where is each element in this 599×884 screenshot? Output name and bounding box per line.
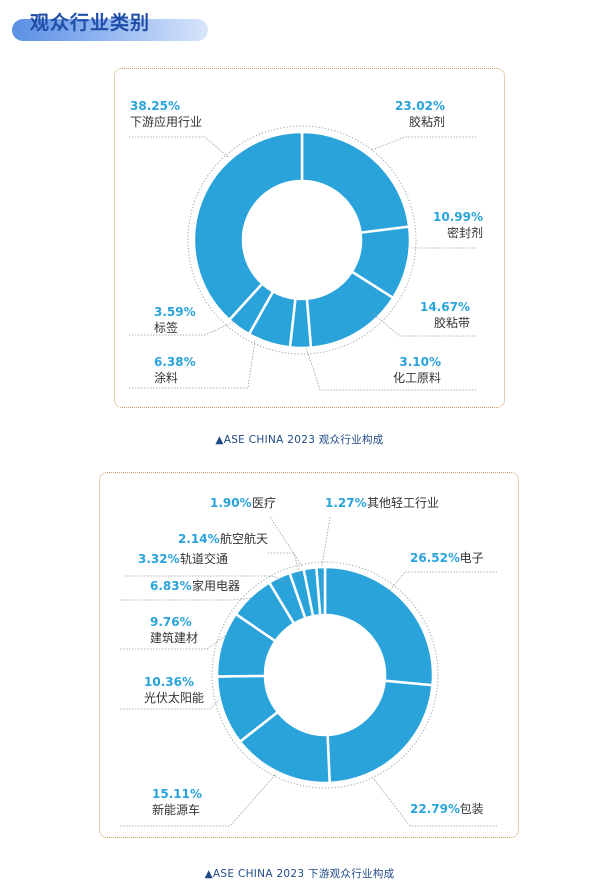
- leader-line: [129, 320, 237, 336]
- leader-line: [120, 699, 220, 710]
- slice-category-label: 涂料: [154, 370, 178, 385]
- leader-line: [371, 136, 476, 151]
- slice-category-label: 建筑建材: [150, 630, 198, 645]
- chart-panel-2: [99, 472, 519, 838]
- header-bar: [12, 19, 208, 41]
- chart-caption-2: ▲ASE CHINA 2023 下游观众行业构成: [204, 868, 395, 880]
- slice-percent-label: 10.99%: [433, 210, 483, 224]
- slice-percent-label: 6.83%: [150, 579, 192, 593]
- slice-percent-label: 9.76%: [150, 615, 192, 629]
- donut-outer-ring: [187, 125, 417, 355]
- slice-category-label: 光伏太阳能: [144, 690, 204, 705]
- slice-category-label: 胶粘剂: [409, 114, 445, 129]
- slice-percent-label: 22.79%: [410, 802, 460, 816]
- slice-category-label: 下游应用行业: [130, 114, 202, 129]
- slice-percent-label: 26.52%: [410, 551, 460, 565]
- slice-percent-label: 2.14%: [178, 532, 220, 546]
- slice-category-label: 胶粘带: [434, 315, 470, 330]
- chart-panel-1: [114, 68, 505, 408]
- slice-category-label: 包装: [460, 802, 484, 816]
- leader-line: [269, 516, 303, 567]
- donut-chart-2: 26.52% 电子 22.79% 包装 15.11%新能源车 10.36%光伏太阳能 9.7…: [120, 496, 497, 827]
- donut-outer-ring: [211, 561, 439, 789]
- slice-percent-label: 3.10%: [399, 355, 441, 369]
- slice-percent-label: 14.67%: [420, 300, 470, 314]
- slice-category-label: 标签: [154, 320, 178, 335]
- page-title: 观众行业类别: [30, 12, 151, 34]
- slice-percent-label: 23.02%: [395, 99, 445, 113]
- donut-slice: [300, 130, 411, 235]
- slice-percent-label: 3.59%: [154, 305, 196, 319]
- leader-line: [120, 773, 277, 827]
- slice-percent-label: 1.27%: [325, 496, 367, 510]
- leader-line: [129, 339, 256, 389]
- leader-line: [372, 777, 497, 827]
- donut-slice: [326, 679, 434, 785]
- leader-line: [371, 312, 476, 337]
- leader-line: [305, 346, 476, 391]
- donut-slice: [315, 565, 327, 617]
- slice-percent-label: 6.38%: [154, 355, 196, 369]
- slice-category-label: 轨道交通: [180, 551, 228, 566]
- leader-line: [129, 136, 230, 159]
- slice-category-label: 化工原料: [393, 371, 441, 385]
- slice-percent-label: 15.11%: [152, 787, 202, 801]
- leader-line: [126, 575, 288, 583]
- donut-slice: [192, 130, 304, 322]
- slice-category-label: 家用电器: [192, 578, 240, 593]
- leader-line: [389, 571, 497, 591]
- slice-percent-label: 10.36%: [144, 675, 194, 689]
- leader-line: [321, 516, 331, 567]
- slice-category-label: 航空航天: [220, 531, 268, 546]
- leader-line: [120, 635, 226, 650]
- donut-slice: [323, 565, 435, 687]
- slice-category-label: 电子: [460, 551, 484, 565]
- slice-percent-label: 1.90%: [210, 496, 252, 510]
- slice-percent-label: 38.25%: [130, 99, 180, 113]
- slice-category-label: 新能源车: [152, 802, 200, 817]
- chart-caption-1: ▲ASE CHINA 2023 观众行业构成: [215, 434, 384, 446]
- slice-category-label: 医疗: [252, 496, 276, 510]
- slice-category-label: 密封剂: [447, 225, 483, 240]
- slice-category-label: 其他轻工行业: [367, 496, 439, 510]
- donut-chart-1: 23.02%胶粘剂 10.99%密封剂 14.67%胶粘带 3.10% 化工原料 6.38…: [129, 99, 483, 391]
- slice-percent-label: 3.32%: [138, 552, 180, 566]
- leader-line: [120, 597, 253, 601]
